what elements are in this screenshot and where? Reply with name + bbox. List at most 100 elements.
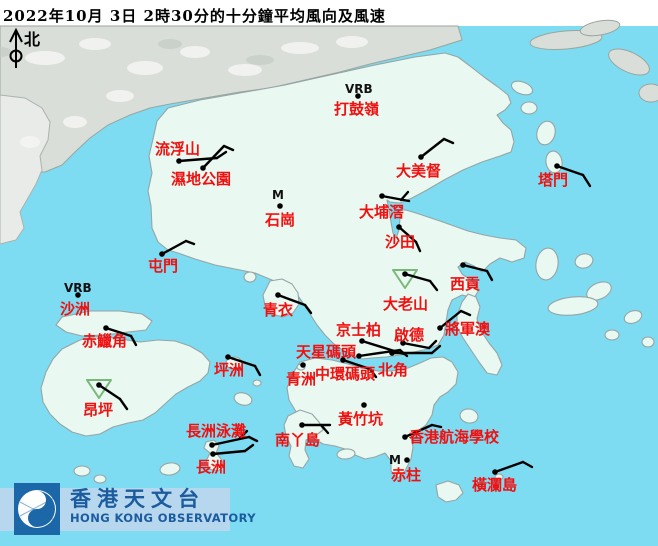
wind-barb-feather-icon [215,150,228,160]
wind-barb-feather-icon [427,339,438,350]
station-label: 昂坪 [83,401,113,419]
station-dot [396,224,402,230]
station-label: 中環碼頭 [315,365,376,383]
station-label: 赤鱲角 [82,332,127,350]
station-ta-kwu-ling: VRB 打鼓嶺 [334,82,379,118]
station-dot [389,350,395,356]
station-label: 京士柏 [336,321,381,339]
station-dot [275,292,281,298]
station-dot [460,262,466,268]
station-badge: VRB [345,82,373,96]
wind-barb-feather-icon [243,443,255,453]
station-dot [402,434,408,440]
station-badge: VRB [64,281,92,295]
po-toi-island [435,480,464,503]
airport-island [55,310,153,337]
station-dot [225,354,231,360]
wind-barb-feather-icon [238,429,249,440]
station-tseung-kwan-o: 將軍澳 [437,309,491,338]
station-waglan-island: 橫瀾島 [472,460,534,494]
station-sha-chau: VRB 沙洲 [60,281,92,318]
wind-barb-feather-icon [222,144,235,152]
station-badge: M [272,188,284,202]
station-label: 天星碼頭 [296,343,357,361]
station-dot [210,451,216,457]
station-green-island: 青洲 [286,362,316,388]
station-label: 大埔滘 [359,203,404,221]
station-dot [176,158,182,164]
station-label: 將軍澳 [445,320,491,338]
station-dot [492,469,498,475]
station-cheung-chau-beach: 長洲泳灘 [186,422,259,448]
station-dot [356,353,362,359]
north-arrow-icon [9,27,23,68]
station-label: 濕地公園 [171,170,231,188]
station-hk-sea-school: 香港航海學校 [402,423,500,446]
wind-barb-icon [97,383,122,401]
station-label: 長洲 [196,458,226,476]
station-lau-fau-shan: 流浮山 [155,140,228,164]
wind-barb-feather-icon [399,190,410,202]
station-cheung-chau: 長洲 [196,443,255,476]
wind-barb-icon [403,423,434,439]
lantau-island [40,335,211,437]
wind-barb-icon [341,358,372,371]
urban-texture [0,36,368,148]
wind-barb-feather-icon [253,364,262,377]
station-dot [402,271,408,277]
hko-logo[interactable]: 香港天文台 HONG KONG OBSERVATORY [0,483,256,535]
station-tsing-yi: 青衣 [263,292,313,319]
station-ngong-ping: 昂坪 [83,379,129,419]
station-sha-tin: 沙田 [385,224,422,253]
station-label: 沙洲 [60,300,90,318]
wind-barb-icon [401,341,431,350]
station-central-pier: 中環碼頭 [315,357,378,383]
wind-barb-feather-icon [428,279,439,292]
calm-triangle-icon [392,269,418,289]
station-label: 青洲 [286,370,316,388]
station-label: 打鼓嶺 [334,100,379,118]
wind-barb-icon [397,225,418,244]
station-wetland-park: 濕地公園 [171,144,235,188]
station-dot [159,251,165,257]
wind-barb-feather-icon [118,397,129,411]
station-shek-kong: M 石崗 [264,188,295,229]
wind-barb-icon [160,239,188,256]
wind-barb-icon [211,449,247,456]
wind-barb-feather-icon [521,460,534,469]
wind-barb-feather-icon [319,423,330,435]
station-label: 黃竹坑 [338,410,383,428]
station-dot [277,203,283,209]
station-dot [200,165,206,171]
wind-barb-feather-icon [247,435,259,443]
wind-barb-icon [403,272,432,283]
station-dot [437,325,443,331]
station-label: 香港航海學校 [409,428,500,446]
logo-english-text: HONG KONG OBSERVATORY [70,511,256,525]
station-dot [400,340,406,346]
station-label: 橫瀾島 [472,476,517,494]
small-islands [73,80,655,484]
wind-barb-feather-icon [368,367,378,379]
station-lamma-island: 南丫島 [275,422,332,449]
wind-barb-icon [226,355,257,368]
station-label: 北角 [378,361,408,379]
station-dot [103,325,109,331]
station-label: 西貢 [450,275,480,293]
station-tai-po-kau: 大埔滘 [359,190,411,221]
station-label: 流浮山 [155,140,200,158]
wind-barb-feather-icon [459,309,472,317]
wind-barb-feather-icon [414,240,422,253]
wind-barb-icon [201,144,226,170]
wind-barb-feather-icon [442,137,455,145]
shekou-peninsula [0,94,51,245]
station-peng-chau: 坪洲 [214,354,262,379]
station-dot [209,442,215,448]
station-label: 赤柱 [391,466,421,484]
station-label: 大老山 [383,295,428,313]
station-tuen-mun: 屯門 [148,239,196,275]
tsing-yi-island [262,278,300,318]
station-tai-mei-tuk: 大美督 [396,137,455,180]
wind-barb-feather-icon [184,239,196,246]
